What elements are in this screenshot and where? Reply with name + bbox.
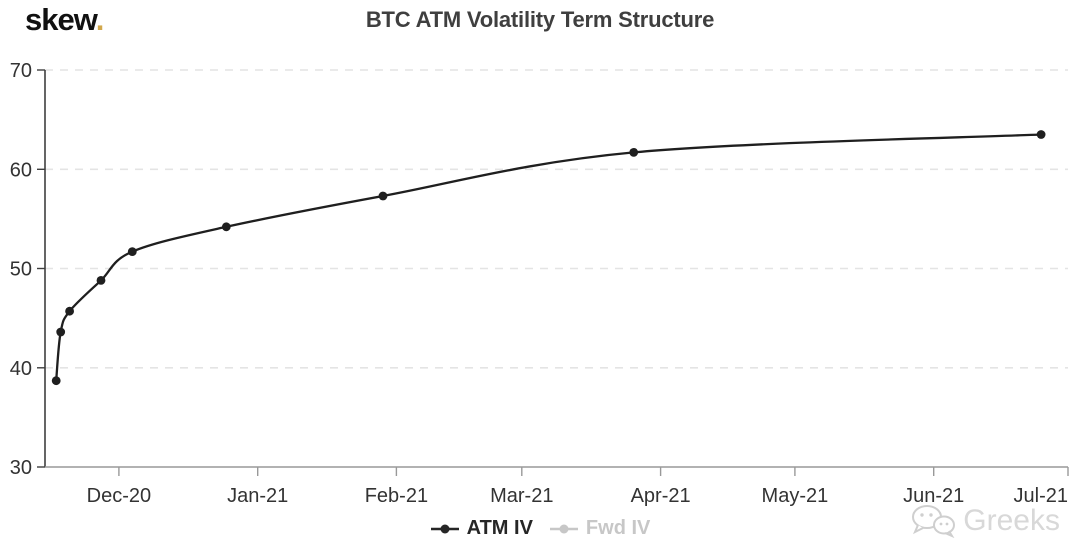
wechat-icon	[912, 505, 956, 538]
x-axis-label-Apr-21: Apr-21	[631, 485, 691, 507]
legend-item-atm-iv[interactable]: ATM IV	[430, 517, 533, 540]
data-point-2021-03-26[interactable]	[629, 148, 639, 157]
chart-legend: ATM IV Fwd IV	[0, 517, 1080, 540]
legend-label-atm-iv: ATM IV	[466, 517, 533, 539]
x-axis-label-Feb-21: Feb-21	[365, 485, 428, 507]
data-point-2020-11-20[interactable]	[65, 306, 74, 316]
skew-logo-text: skew	[25, 2, 97, 37]
x-axis-label-Jun-21: Jun-21	[903, 485, 964, 507]
greeks-watermark: Greeks	[910, 504, 1060, 538]
watermark-text: Greeks	[963, 504, 1060, 537]
atm-iv-series-marker-icon	[430, 524, 459, 533]
legend-label-fwd-iv: Fwd IV	[585, 517, 651, 539]
data-point-2020-12-25[interactable]	[221, 222, 231, 232]
data-point-2020-11-18[interactable]	[56, 327, 66, 337]
x-axis-label-Jul-21: Jul-21	[1014, 485, 1068, 507]
data-point-2021-01-29[interactable]	[378, 191, 388, 201]
y-axis-label-30: 30	[10, 457, 32, 479]
skew-logo: skew.	[25, 2, 105, 38]
x-axis-label-Mar-21: Mar-21	[490, 485, 553, 507]
data-point-2020-11-17[interactable]	[51, 376, 61, 386]
data-point-2020-11-27[interactable]	[96, 276, 106, 285]
x-axis-label-Dec-20: Dec-20	[87, 485, 151, 507]
y-axis-label-70: 70	[10, 60, 32, 82]
y-axis-label-40: 40	[10, 358, 32, 380]
x-axis-label-Jan-21: Jan-21	[227, 485, 288, 507]
fwd-iv-series-marker-icon	[549, 524, 578, 533]
legend-item-fwd-iv[interactable]: Fwd IV	[549, 517, 650, 540]
atm-iv-series-line	[55, 133, 1042, 381]
y-axis-label-50: 50	[10, 259, 32, 281]
y-axis-label-60: 60	[10, 159, 32, 181]
page-title: BTC ATM Volatility Term Structure	[365, 7, 715, 32]
data-point-2021-06-25[interactable]	[1036, 130, 1046, 139]
skew-logo-dot: .	[95, 2, 105, 37]
x-axis-label-May-21: May-21	[762, 485, 829, 507]
data-point-2020-12-04[interactable]	[127, 247, 137, 256]
